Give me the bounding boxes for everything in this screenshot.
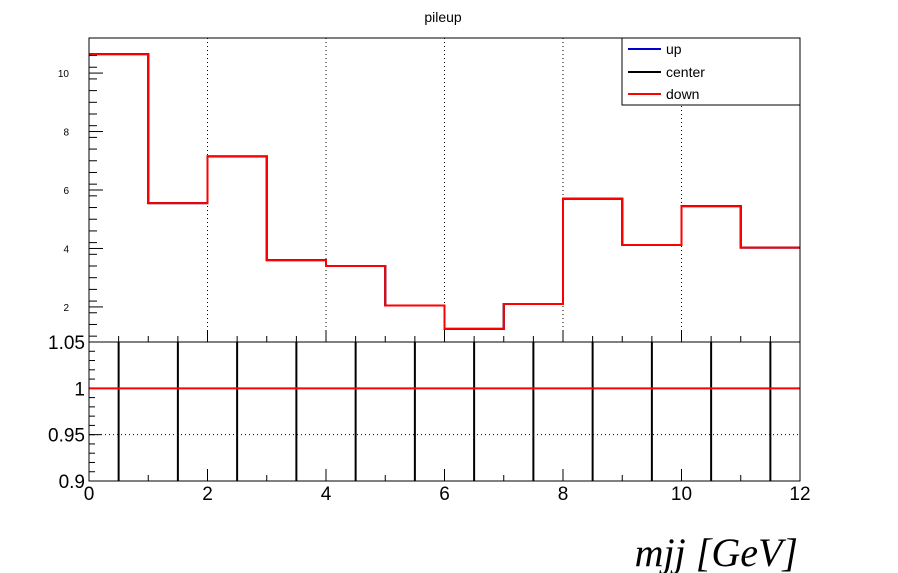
bottom-xtick-label: 10 bbox=[671, 484, 692, 505]
bottom-xtick-label: 4 bbox=[321, 484, 332, 505]
chart-title: pileup bbox=[424, 9, 462, 25]
legend-label-up: up bbox=[666, 41, 682, 57]
bottom-ytick-label: 1 bbox=[74, 379, 85, 400]
bottom-panel: 0.9 0.95 1 1.05 0 2 4 6 8 10 12 bbox=[48, 333, 811, 505]
bottom-xtick-label: 0 bbox=[84, 484, 95, 505]
top-ytick-label: 8 bbox=[63, 128, 69, 139]
bottom-frame bbox=[88, 341, 801, 482]
bottom-xtick-label: 2 bbox=[202, 484, 213, 505]
legend: up center down bbox=[621, 37, 801, 106]
top-ytick-label: 6 bbox=[63, 186, 69, 197]
legend-label-down: down bbox=[666, 86, 699, 102]
bottom-ytick-label: 0.9 bbox=[59, 472, 85, 493]
top-grid bbox=[207, 38, 682, 342]
legend-label-center: center bbox=[666, 64, 705, 80]
x-axis-label: mjj [GeV] bbox=[635, 530, 798, 573]
top-ytick-label: 4 bbox=[63, 244, 69, 255]
bottom-xtick-label: 12 bbox=[789, 484, 810, 505]
top-ytick-label: 2 bbox=[63, 303, 69, 314]
bottom-xtick-label: 8 bbox=[558, 484, 569, 505]
bottom-xtick-label: 6 bbox=[439, 484, 450, 505]
top-series bbox=[89, 53, 800, 330]
top-panel: 2 4 6 8 10 bbox=[58, 37, 801, 343]
bottom-ticks: 0.9 0.95 1 1.05 0 2 4 6 8 10 12 bbox=[48, 333, 811, 505]
top-ytick-label: 10 bbox=[58, 69, 70, 80]
bottom-ytick-label: 1.05 bbox=[48, 333, 85, 354]
bottom-ytick-label: 0.95 bbox=[48, 426, 85, 447]
top-ticks: 2 4 6 8 10 bbox=[58, 55, 801, 342]
series-down bbox=[89, 53, 800, 330]
bottom-series bbox=[89, 342, 800, 481]
